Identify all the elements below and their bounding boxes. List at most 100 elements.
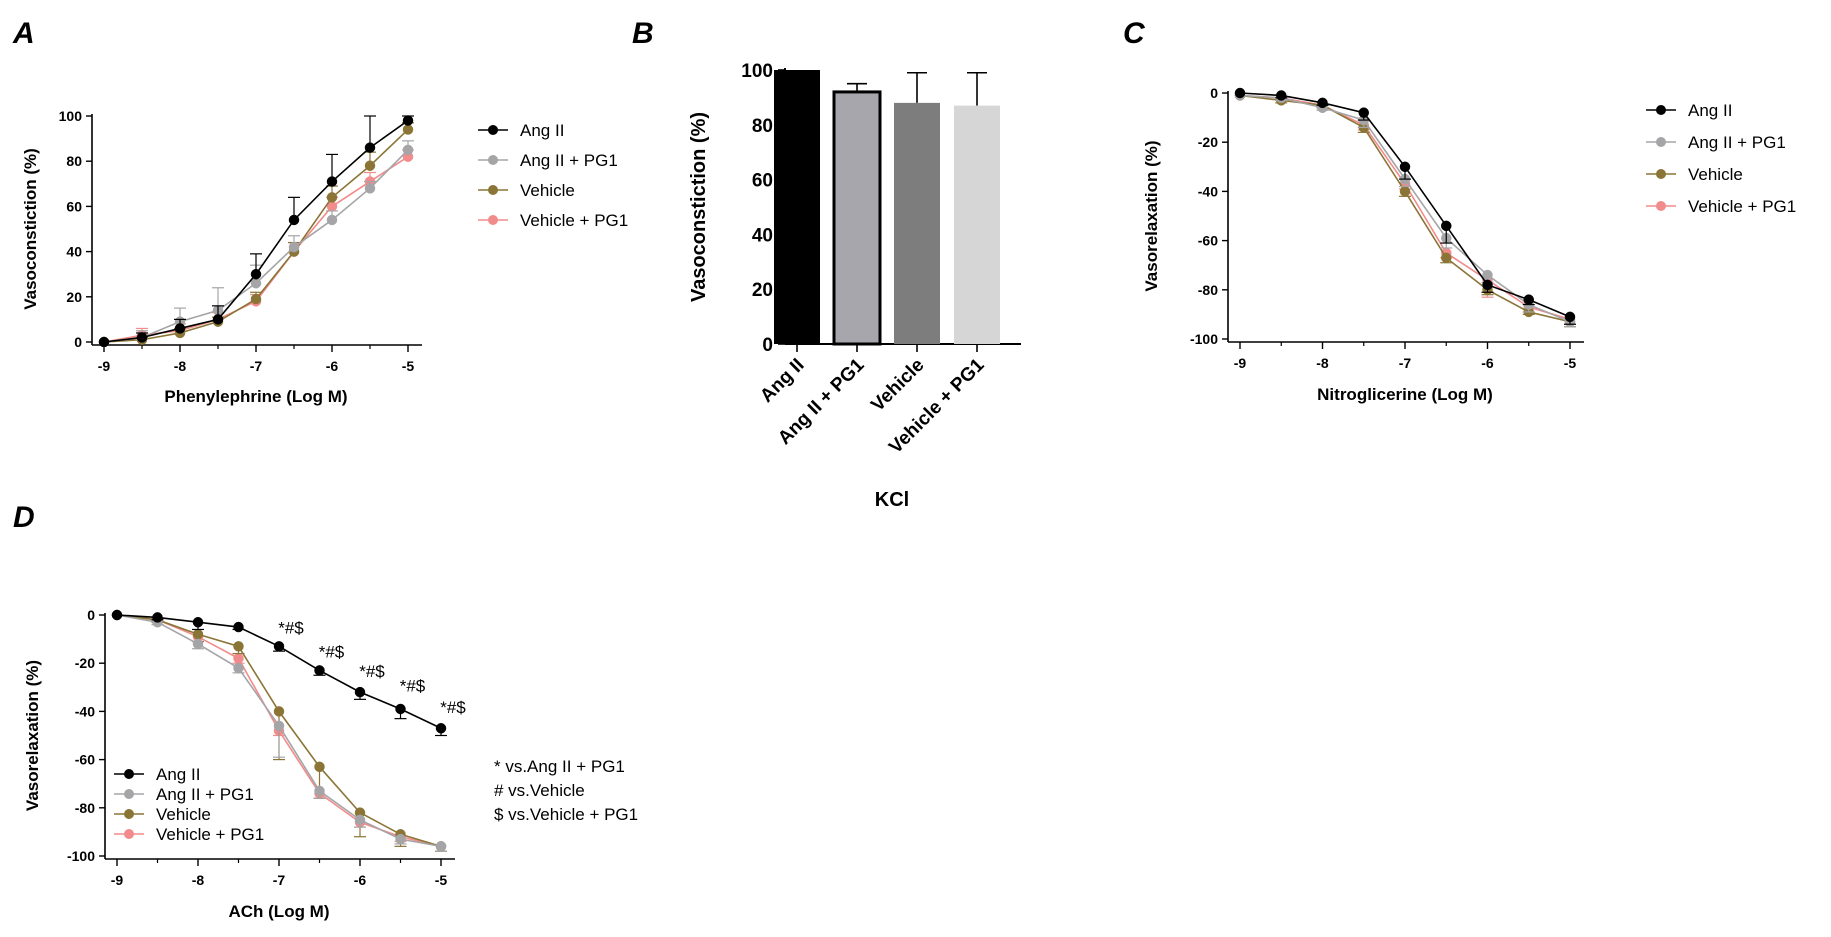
bar-ang-ii-pg1 [832, 90, 882, 346]
bar-vehicle [894, 102, 940, 344]
series-ang-ii-pg1 [98, 140, 414, 348]
data-point [152, 612, 163, 623]
legend-label: Ang II + PG1 [156, 785, 254, 804]
x-tick-label: -8 [192, 872, 205, 888]
legend-swatch-marker [124, 769, 134, 779]
data-point [1399, 161, 1411, 173]
legend-label: Ang II [1688, 101, 1732, 120]
series-line-vehicle-pg1 [1239, 94, 1571, 321]
significance-annotation: *#$ [319, 643, 345, 662]
series-line-ang-ii-pg1 [1239, 94, 1571, 323]
y-tick-label: -40 [75, 703, 95, 719]
legend-swatch-marker [1656, 201, 1666, 211]
data-point [273, 706, 285, 717]
data-point [233, 662, 244, 674]
legend-label: Vehicle + PG1 [1688, 197, 1796, 216]
bar-vehicle-pg1 [954, 105, 1000, 345]
data-point [435, 723, 447, 734]
data-point [250, 277, 262, 289]
series-ang-ii [1234, 87, 1576, 325]
panel-b-label: B [632, 17, 654, 50]
y-tick-label: 60 [752, 171, 773, 192]
data-point [233, 653, 244, 664]
data-point [1358, 107, 1369, 118]
data-point [402, 115, 414, 126]
y-tick-label: 80 [752, 116, 773, 137]
y-axis-title: Vasoconstiction (%) [688, 112, 710, 302]
y-tick-label: 80 [66, 153, 82, 169]
data-point [1482, 279, 1493, 291]
legend-label: Ang II + PG1 [520, 151, 618, 170]
x-tick-label: -7 [1399, 355, 1412, 371]
series-vehicle-pg1 [1234, 90, 1576, 325]
x-tick-label: -5 [402, 358, 415, 374]
y-tick-label: -20 [1198, 134, 1218, 150]
bar-ang-ii [774, 70, 820, 344]
data-point [288, 214, 300, 226]
y-tick-label: 100 [741, 61, 773, 82]
significance-annotation: *#$ [278, 619, 304, 638]
series-vehicle-pg1 [98, 149, 414, 348]
x-tick-label: -9 [111, 872, 124, 888]
x-tick-label: -6 [326, 358, 339, 374]
y-tick-label: -60 [75, 752, 95, 768]
data-point [98, 336, 110, 348]
category-label: Vehicle [867, 355, 928, 416]
legend-swatch-marker [488, 155, 498, 165]
data-point [326, 176, 338, 187]
y-tick-label: -80 [1198, 282, 1218, 298]
data-point [364, 142, 376, 153]
legend-label: Vehicle + PG1 [156, 825, 264, 844]
data-point [395, 833, 406, 845]
category-label: Ang II [756, 355, 808, 407]
y-tick-label: 60 [66, 198, 82, 214]
data-point [1523, 294, 1534, 305]
significance-footnotes: * vs.Ang II + PG1 # vs.Vehicle $ vs.Vehi… [494, 757, 638, 824]
panel-a-label: A [12, 17, 35, 50]
y-tick-label: 0 [1210, 85, 1218, 101]
legend-label: Vehicle [520, 181, 575, 200]
y-tick-label: 100 [59, 108, 83, 124]
x-tick-label: -5 [1564, 355, 1577, 371]
data-point [1317, 97, 1328, 109]
series-line-vehicle [103, 128, 409, 343]
footnote-vehicle-pg1: $ vs.Vehicle + PG1 [494, 805, 638, 824]
x-tick-label: -5 [435, 872, 448, 888]
data-point [326, 214, 338, 226]
y-tick-label: 0 [87, 607, 95, 623]
data-point [326, 192, 338, 203]
significance-annotation: *#$ [440, 698, 466, 717]
significance-annotation: *#$ [359, 662, 385, 681]
y-tick-label: 0 [762, 335, 773, 356]
panel-d-ach: D 0 -20 -40 -60 -80 -100 -9 -8 -7 -6 -5 ACh (Log M)… [13, 501, 466, 921]
data-point [233, 641, 244, 652]
x-axis-title: Phenylephrine (Log M) [164, 387, 347, 406]
legend-swatch-marker [1656, 169, 1666, 179]
data-point [111, 609, 123, 621]
y-tick-label: -100 [1190, 331, 1218, 347]
footnote-vehicle: # vs.Vehicle [494, 781, 585, 800]
x-tick-label: -7 [250, 358, 263, 374]
data-point [364, 183, 376, 194]
legend-swatch-marker [488, 185, 498, 195]
x-tick-label: -6 [354, 872, 367, 888]
series-ang-ii [111, 609, 447, 737]
x-tick-label: -8 [174, 358, 187, 374]
series-line-ang-ii-pg1 [103, 149, 409, 343]
data-point [212, 314, 224, 325]
x-axis-title: KCl [875, 489, 909, 511]
data-point [273, 720, 285, 732]
legend-label: Vehicle [1688, 165, 1743, 184]
data-point [192, 629, 204, 640]
data-point [354, 686, 366, 698]
y-tick-label: 20 [752, 280, 773, 301]
x-axis-title: Nitroglicerine (Log M) [1317, 385, 1493, 404]
y-tick-label: -100 [67, 848, 95, 864]
legend-label: Ang II [156, 765, 200, 784]
series-line-ang-ii [103, 119, 409, 343]
